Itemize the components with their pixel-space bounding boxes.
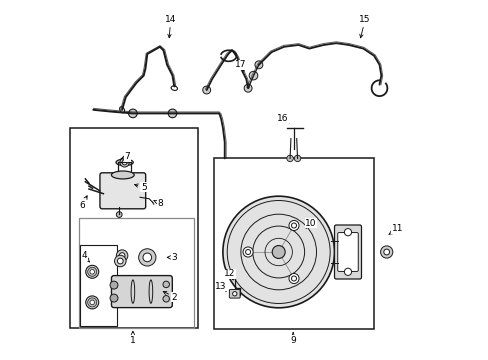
Ellipse shape xyxy=(120,107,124,113)
Text: 5: 5 xyxy=(134,183,146,192)
Circle shape xyxy=(87,267,97,276)
Circle shape xyxy=(85,265,99,278)
Circle shape xyxy=(168,109,177,118)
Text: 14: 14 xyxy=(164,15,176,38)
Text: 13: 13 xyxy=(215,282,226,291)
Text: 9: 9 xyxy=(290,332,295,345)
Circle shape xyxy=(139,249,156,266)
Circle shape xyxy=(272,246,285,258)
Text: 4: 4 xyxy=(81,251,89,262)
Circle shape xyxy=(119,253,125,258)
Circle shape xyxy=(244,84,251,92)
Text: 10: 10 xyxy=(305,219,316,228)
FancyBboxPatch shape xyxy=(229,289,240,298)
Circle shape xyxy=(203,86,210,94)
Text: 8: 8 xyxy=(154,199,163,208)
Circle shape xyxy=(344,268,351,275)
Circle shape xyxy=(243,247,253,257)
Text: 7: 7 xyxy=(121,152,130,161)
Circle shape xyxy=(116,212,122,217)
Circle shape xyxy=(286,155,293,162)
Ellipse shape xyxy=(116,159,133,166)
Ellipse shape xyxy=(171,86,177,90)
Circle shape xyxy=(114,255,126,267)
Circle shape xyxy=(110,294,118,302)
Text: 17: 17 xyxy=(235,60,246,71)
Circle shape xyxy=(344,229,351,236)
Circle shape xyxy=(163,281,169,288)
Circle shape xyxy=(128,109,137,118)
Ellipse shape xyxy=(111,171,134,179)
Circle shape xyxy=(245,249,250,255)
Circle shape xyxy=(383,249,389,255)
Circle shape xyxy=(90,270,94,274)
Circle shape xyxy=(291,223,296,228)
Circle shape xyxy=(163,296,169,302)
Text: 11: 11 xyxy=(388,224,403,234)
Text: 12: 12 xyxy=(224,269,235,280)
Circle shape xyxy=(254,61,263,69)
Circle shape xyxy=(232,292,237,296)
Text: 15: 15 xyxy=(359,15,370,38)
FancyBboxPatch shape xyxy=(111,276,172,307)
Bar xyxy=(213,158,373,329)
Circle shape xyxy=(380,246,392,258)
Circle shape xyxy=(116,250,127,261)
Circle shape xyxy=(110,281,118,289)
Bar xyxy=(70,128,197,328)
Circle shape xyxy=(249,71,257,80)
Circle shape xyxy=(291,276,296,281)
Circle shape xyxy=(122,160,127,165)
Circle shape xyxy=(120,158,129,167)
Text: 16: 16 xyxy=(276,114,288,124)
FancyBboxPatch shape xyxy=(334,225,361,279)
Circle shape xyxy=(117,258,123,264)
Circle shape xyxy=(142,253,151,262)
Bar xyxy=(80,245,117,326)
Text: 6: 6 xyxy=(79,196,87,210)
FancyBboxPatch shape xyxy=(100,173,145,209)
Text: 1: 1 xyxy=(130,331,136,345)
Circle shape xyxy=(288,274,299,284)
Circle shape xyxy=(294,155,300,162)
Circle shape xyxy=(85,296,99,309)
Text: 2: 2 xyxy=(163,292,177,302)
Circle shape xyxy=(223,196,334,308)
FancyBboxPatch shape xyxy=(337,233,358,271)
Circle shape xyxy=(288,220,299,230)
Circle shape xyxy=(90,300,94,305)
Circle shape xyxy=(87,298,97,307)
Bar xyxy=(79,218,194,328)
Text: 3: 3 xyxy=(167,253,177,262)
